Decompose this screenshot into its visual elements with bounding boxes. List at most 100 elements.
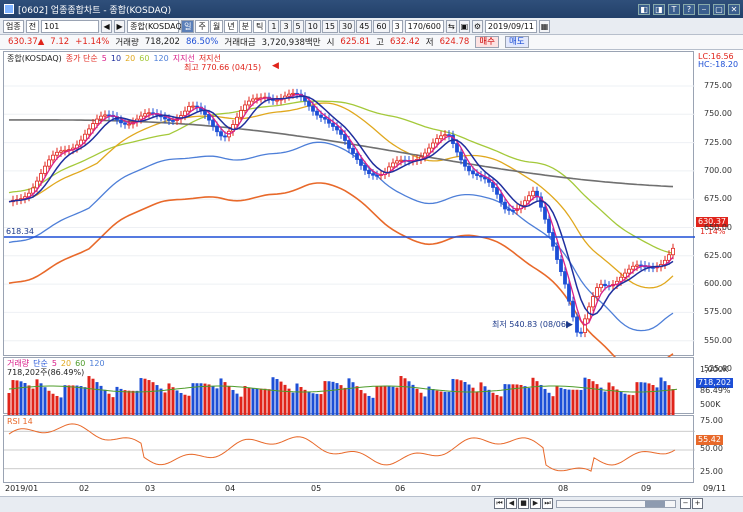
candle <box>543 206 547 220</box>
volume-bar <box>559 387 563 415</box>
last-icon[interactable]: ⏭ <box>542 498 553 509</box>
volume-bar <box>271 377 275 415</box>
buy-button[interactable]: 매수 <box>475 36 499 48</box>
volume-bar <box>331 381 335 415</box>
tab-minute-1[interactable]: 1 <box>268 19 280 33</box>
tab-period-3[interactable]: 년 <box>224 19 238 33</box>
window-button-1[interactable]: ◨ <box>653 3 665 15</box>
price-chart-panel[interactable]: ◀ ▶ 종합(KOSDAQ) 종가 단순 5 10 20 60 120 지지선 저지선 최고 77… <box>3 51 695 357</box>
volume-chart[interactable] <box>4 358 695 415</box>
candle <box>251 98 255 102</box>
volume-bar <box>311 393 315 415</box>
volume-bar <box>455 379 459 415</box>
tab-minute-5[interactable]: 5 <box>292 19 304 33</box>
volume-bar <box>79 386 83 415</box>
price-tick-2: 725.00 <box>704 137 732 147</box>
prev-icon[interactable]: ◀ <box>506 498 517 509</box>
gear-icon[interactable]: ⚙ <box>471 19 483 33</box>
candle <box>51 154 55 161</box>
volume-bar <box>167 383 171 415</box>
date-input[interactable]: 2019/09/11 <box>484 19 538 33</box>
volume-bar <box>75 385 79 415</box>
window-button-6[interactable]: ✕ <box>728 3 740 15</box>
volume-bar <box>487 389 491 415</box>
next-arrow-icon[interactable]: ▶ <box>114 19 126 33</box>
scroll-thumb[interactable] <box>645 501 665 507</box>
stop-icon[interactable]: ■ <box>518 498 529 509</box>
tab-minute-3[interactable]: 3 <box>280 19 292 33</box>
price-tick-3: 700.00 <box>704 165 732 175</box>
volume-tick-1000k: 1,000K <box>700 365 729 374</box>
candle <box>547 218 551 233</box>
volume-bar <box>375 385 379 415</box>
low-value: 624.78 <box>439 37 470 47</box>
volume-bar <box>135 390 139 415</box>
toggle-icon[interactable]: ⇆ <box>445 19 457 33</box>
window-button-5[interactable]: ▢ <box>713 3 725 15</box>
price-tick-7: 600.00 <box>704 279 732 289</box>
candle <box>627 268 631 274</box>
rsi-chart[interactable] <box>4 416 695 484</box>
time-label-1: 02 <box>79 484 90 493</box>
scroll-track[interactable] <box>556 500 676 508</box>
volume-bar <box>299 386 303 415</box>
rsi-tick-50: 50.00 <box>700 444 723 453</box>
candle <box>147 112 151 115</box>
rsi-legend: RSI 14 <box>7 417 33 426</box>
tab-period-0[interactable]: 일 <box>181 19 195 33</box>
count-input[interactable]: 170/600 <box>404 19 444 33</box>
play-icon[interactable]: ▶ <box>530 498 541 509</box>
zoom-in-icon[interactable]: + <box>692 498 703 509</box>
time-label-3: 04 <box>225 484 236 493</box>
volume-bar <box>171 387 175 415</box>
tab-period-5[interactable]: 틱 <box>252 19 267 33</box>
lock-icon[interactable]: ▣ <box>458 19 470 33</box>
volume-bar <box>667 385 671 415</box>
tab-minute-10[interactable]: 10 <box>304 19 321 33</box>
window-button-2[interactable]: T <box>668 3 680 15</box>
first-icon[interactable]: ⏮ <box>494 498 505 509</box>
tab-period-4[interactable]: 분 <box>238 19 252 33</box>
candle <box>307 100 311 107</box>
volume-bar <box>615 389 619 415</box>
candle <box>315 110 319 116</box>
volume-bar <box>467 384 471 415</box>
volume-legend-item-5: 120 <box>89 359 105 368</box>
volume-bar <box>291 392 295 415</box>
candle <box>359 159 363 166</box>
mode-select[interactable]: 전 <box>25 19 40 33</box>
volume-bar <box>43 387 47 415</box>
zoom-out-icon[interactable]: − <box>680 498 691 509</box>
volume-bar <box>51 393 55 415</box>
volume-bar <box>147 380 151 415</box>
volume-bar <box>371 397 375 415</box>
volume-bar <box>27 385 31 415</box>
tab-minute-45[interactable]: 45 <box>356 19 373 33</box>
tab-period-1[interactable]: 주 <box>195 19 209 33</box>
rsi-panel[interactable]: RSI 14 <box>3 415 695 484</box>
tab-minute-30[interactable]: 30 <box>339 19 356 33</box>
price-tick-10: 525.00 <box>704 364 732 373</box>
price-chart[interactable]: ◀▶ <box>4 52 695 357</box>
window-button-3[interactable]: ? <box>683 3 695 15</box>
volume-bar <box>255 388 259 415</box>
tab-minute-15[interactable]: 15 <box>321 19 339 33</box>
tab-period-2[interactable]: 월 <box>209 19 224 33</box>
candle <box>507 208 511 211</box>
volume-pct-tag: 86.49% <box>700 386 731 395</box>
code-input[interactable]: 101 <box>41 19 100 33</box>
volume-bar <box>7 393 11 415</box>
volume-bar <box>327 381 331 415</box>
volume-panel[interactable]: 거래량 단순 5 20 60 120 718,202주(86.49%) <box>3 357 695 415</box>
market-select[interactable]: 업종 <box>3 19 24 33</box>
sell-button[interactable]: 매도 <box>504 36 529 48</box>
candle <box>371 173 375 176</box>
volume-bar <box>651 385 655 415</box>
calendar-icon[interactable]: ▦ <box>539 19 551 33</box>
interval-select[interactable]: 3 <box>391 19 403 33</box>
prev-arrow-icon[interactable]: ◀ <box>101 19 113 33</box>
candle <box>511 209 515 212</box>
window-button-4[interactable]: ⎯ <box>698 3 710 15</box>
tab-minute-60[interactable]: 60 <box>373 19 390 33</box>
window-button-0[interactable]: ◧ <box>638 3 650 15</box>
